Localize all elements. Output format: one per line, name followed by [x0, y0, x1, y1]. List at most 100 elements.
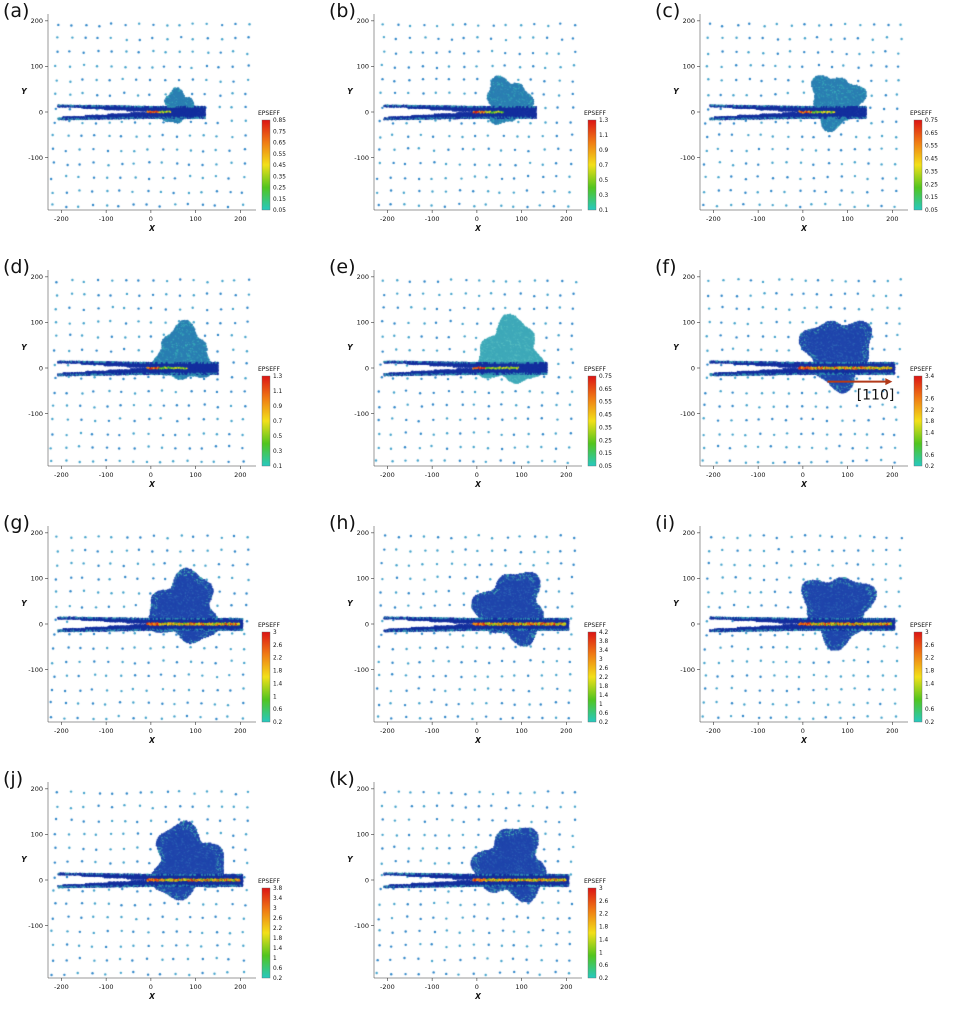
colorbar-tick-label: 0.25: [925, 182, 938, 188]
y-tick-label: 0: [365, 108, 369, 116]
colorbar-tick-label: 0.6: [599, 711, 609, 717]
y-tick-label: 0: [365, 620, 369, 628]
colorbar-tick-label: 1.4: [273, 946, 283, 952]
colorbar-tick-label: 0.25: [599, 438, 612, 444]
colorbar-tick-label: 0.2: [599, 976, 609, 982]
scatter-canvas-f: [652, 256, 978, 512]
y-tick-label: 200: [31, 529, 43, 537]
colorbar-tick-label: 2.2: [925, 656, 935, 662]
x-tick-label: 0: [149, 727, 153, 735]
colorbar-tick-label: 0.2: [273, 976, 283, 982]
scatter-canvas-g: [0, 512, 326, 768]
colorbar-tick-label: 1.8: [599, 684, 609, 690]
colorbar-tick-label: 0.05: [273, 208, 286, 214]
y-tick-label: 200: [357, 529, 369, 537]
x-tick-label: -200: [54, 215, 69, 223]
colorbar-tick-label: 2.2: [273, 926, 283, 932]
panel-label-f: (f): [655, 256, 677, 278]
colorbar-tick-label: 3.4: [599, 648, 609, 654]
x-tick-label: -100: [99, 215, 114, 223]
x-tick-label: 0: [475, 215, 479, 223]
colorbar-tick-label: 1: [925, 442, 929, 448]
y-axis-label: Y: [673, 87, 680, 96]
y-tick-label: 100: [357, 575, 369, 583]
colorbar: [261, 887, 271, 979]
subplot-e: (e) -200 -100 0 100 200 200 100 0 -100 X Y EPSEFF 0.7…: [326, 256, 652, 512]
y-tick-label: 0: [39, 364, 43, 372]
x-axis-label: X: [474, 480, 482, 489]
x-tick-label: 0: [801, 215, 805, 223]
colorbar-label: EPSEFF: [910, 110, 932, 117]
colorbar-tick-label: 0.2: [925, 720, 935, 726]
colorbar: [261, 375, 271, 467]
colorbar-tick-label: 0.7: [599, 163, 609, 169]
colorbar-tick-label: 0.15: [273, 197, 286, 203]
y-axis-label: Y: [347, 855, 354, 864]
y-tick-label: -100: [354, 154, 369, 162]
x-tick-label: 200: [560, 471, 572, 479]
y-tick-label: 200: [357, 785, 369, 793]
colorbar-label: EPSEFF: [910, 366, 932, 373]
x-tick-label: 200: [886, 727, 898, 735]
y-tick-label: 200: [31, 17, 43, 25]
x-tick-label: -100: [751, 727, 766, 735]
y-tick-label: -100: [354, 410, 369, 418]
colorbar-tick-label: 1.8: [925, 419, 935, 425]
x-tick-label: 100: [515, 727, 527, 735]
y-tick-label: 100: [31, 575, 43, 583]
colorbar-tick-label: 2.2: [599, 912, 609, 918]
colorbar-tick-label: 1: [273, 694, 277, 700]
scatter-canvas-a: [0, 0, 326, 256]
colorbar-tick-label: 1: [273, 956, 277, 962]
y-tick-label: -100: [28, 666, 43, 674]
colorbar-label: EPSEFF: [584, 622, 606, 629]
subplot-k: (k) -200 -100 0 100 200 200 100 0 -100 X Y EPSEFF 3 2.…: [326, 768, 652, 1024]
scatter-canvas-e: [326, 256, 652, 512]
colorbar-tick-label: 0.6: [925, 707, 935, 713]
y-tick-label: 200: [31, 273, 43, 281]
x-axis-label: X: [474, 224, 482, 233]
x-tick-label: -100: [425, 215, 440, 223]
panel-label-e: (e): [329, 256, 356, 278]
x-axis-label: X: [148, 480, 156, 489]
x-tick-label: 100: [189, 727, 201, 735]
x-axis-label: X: [800, 224, 808, 233]
colorbar-tick-label: 0.1: [599, 208, 609, 214]
colorbar-tick-label: 0.35: [273, 174, 286, 180]
colorbar-tick-label: 1.4: [925, 430, 935, 436]
x-axis-label: X: [148, 224, 156, 233]
colorbar-tick-label: 0.35: [599, 425, 612, 431]
colorbar-tick-label: 0.55: [273, 152, 286, 158]
colorbar-tick-label: 1.4: [925, 681, 935, 687]
colorbar-tick-label: 0.6: [273, 707, 283, 713]
subplot-b: (b) -200 -100 0 100 200 200 100 0 -100 X Y EPSEFF 1.3…: [326, 0, 652, 256]
colorbar-tick-label: 0.6: [925, 453, 935, 459]
x-tick-label: -200: [380, 471, 395, 479]
panel-label-g: (g): [3, 512, 30, 534]
y-tick-label: 200: [357, 17, 369, 25]
x-tick-label: 0: [801, 727, 805, 735]
colorbar-tick-label: 3: [925, 385, 929, 391]
x-tick-label: -100: [425, 983, 440, 991]
panel-label-k: (k): [329, 768, 355, 790]
colorbar: [913, 119, 923, 211]
colorbar-tick-label: 0.3: [599, 193, 609, 199]
colorbar-label: EPSEFF: [584, 110, 606, 117]
colorbar-tick-label: 1.1: [599, 133, 609, 139]
y-tick-label: -100: [680, 666, 695, 674]
subplot-c: (c) -200 -100 0 100 200 200 100 0 -100 X Y EPSEFF 0.7…: [652, 0, 978, 256]
colorbar-tick-label: 0.55: [925, 144, 938, 150]
x-tick-label: -100: [425, 727, 440, 735]
colorbar-label: EPSEFF: [258, 110, 280, 117]
colorbar-tick-label: 2.2: [599, 675, 609, 681]
x-tick-label: 0: [149, 983, 153, 991]
x-tick-label: 100: [515, 983, 527, 991]
x-tick-label: 200: [886, 215, 898, 223]
